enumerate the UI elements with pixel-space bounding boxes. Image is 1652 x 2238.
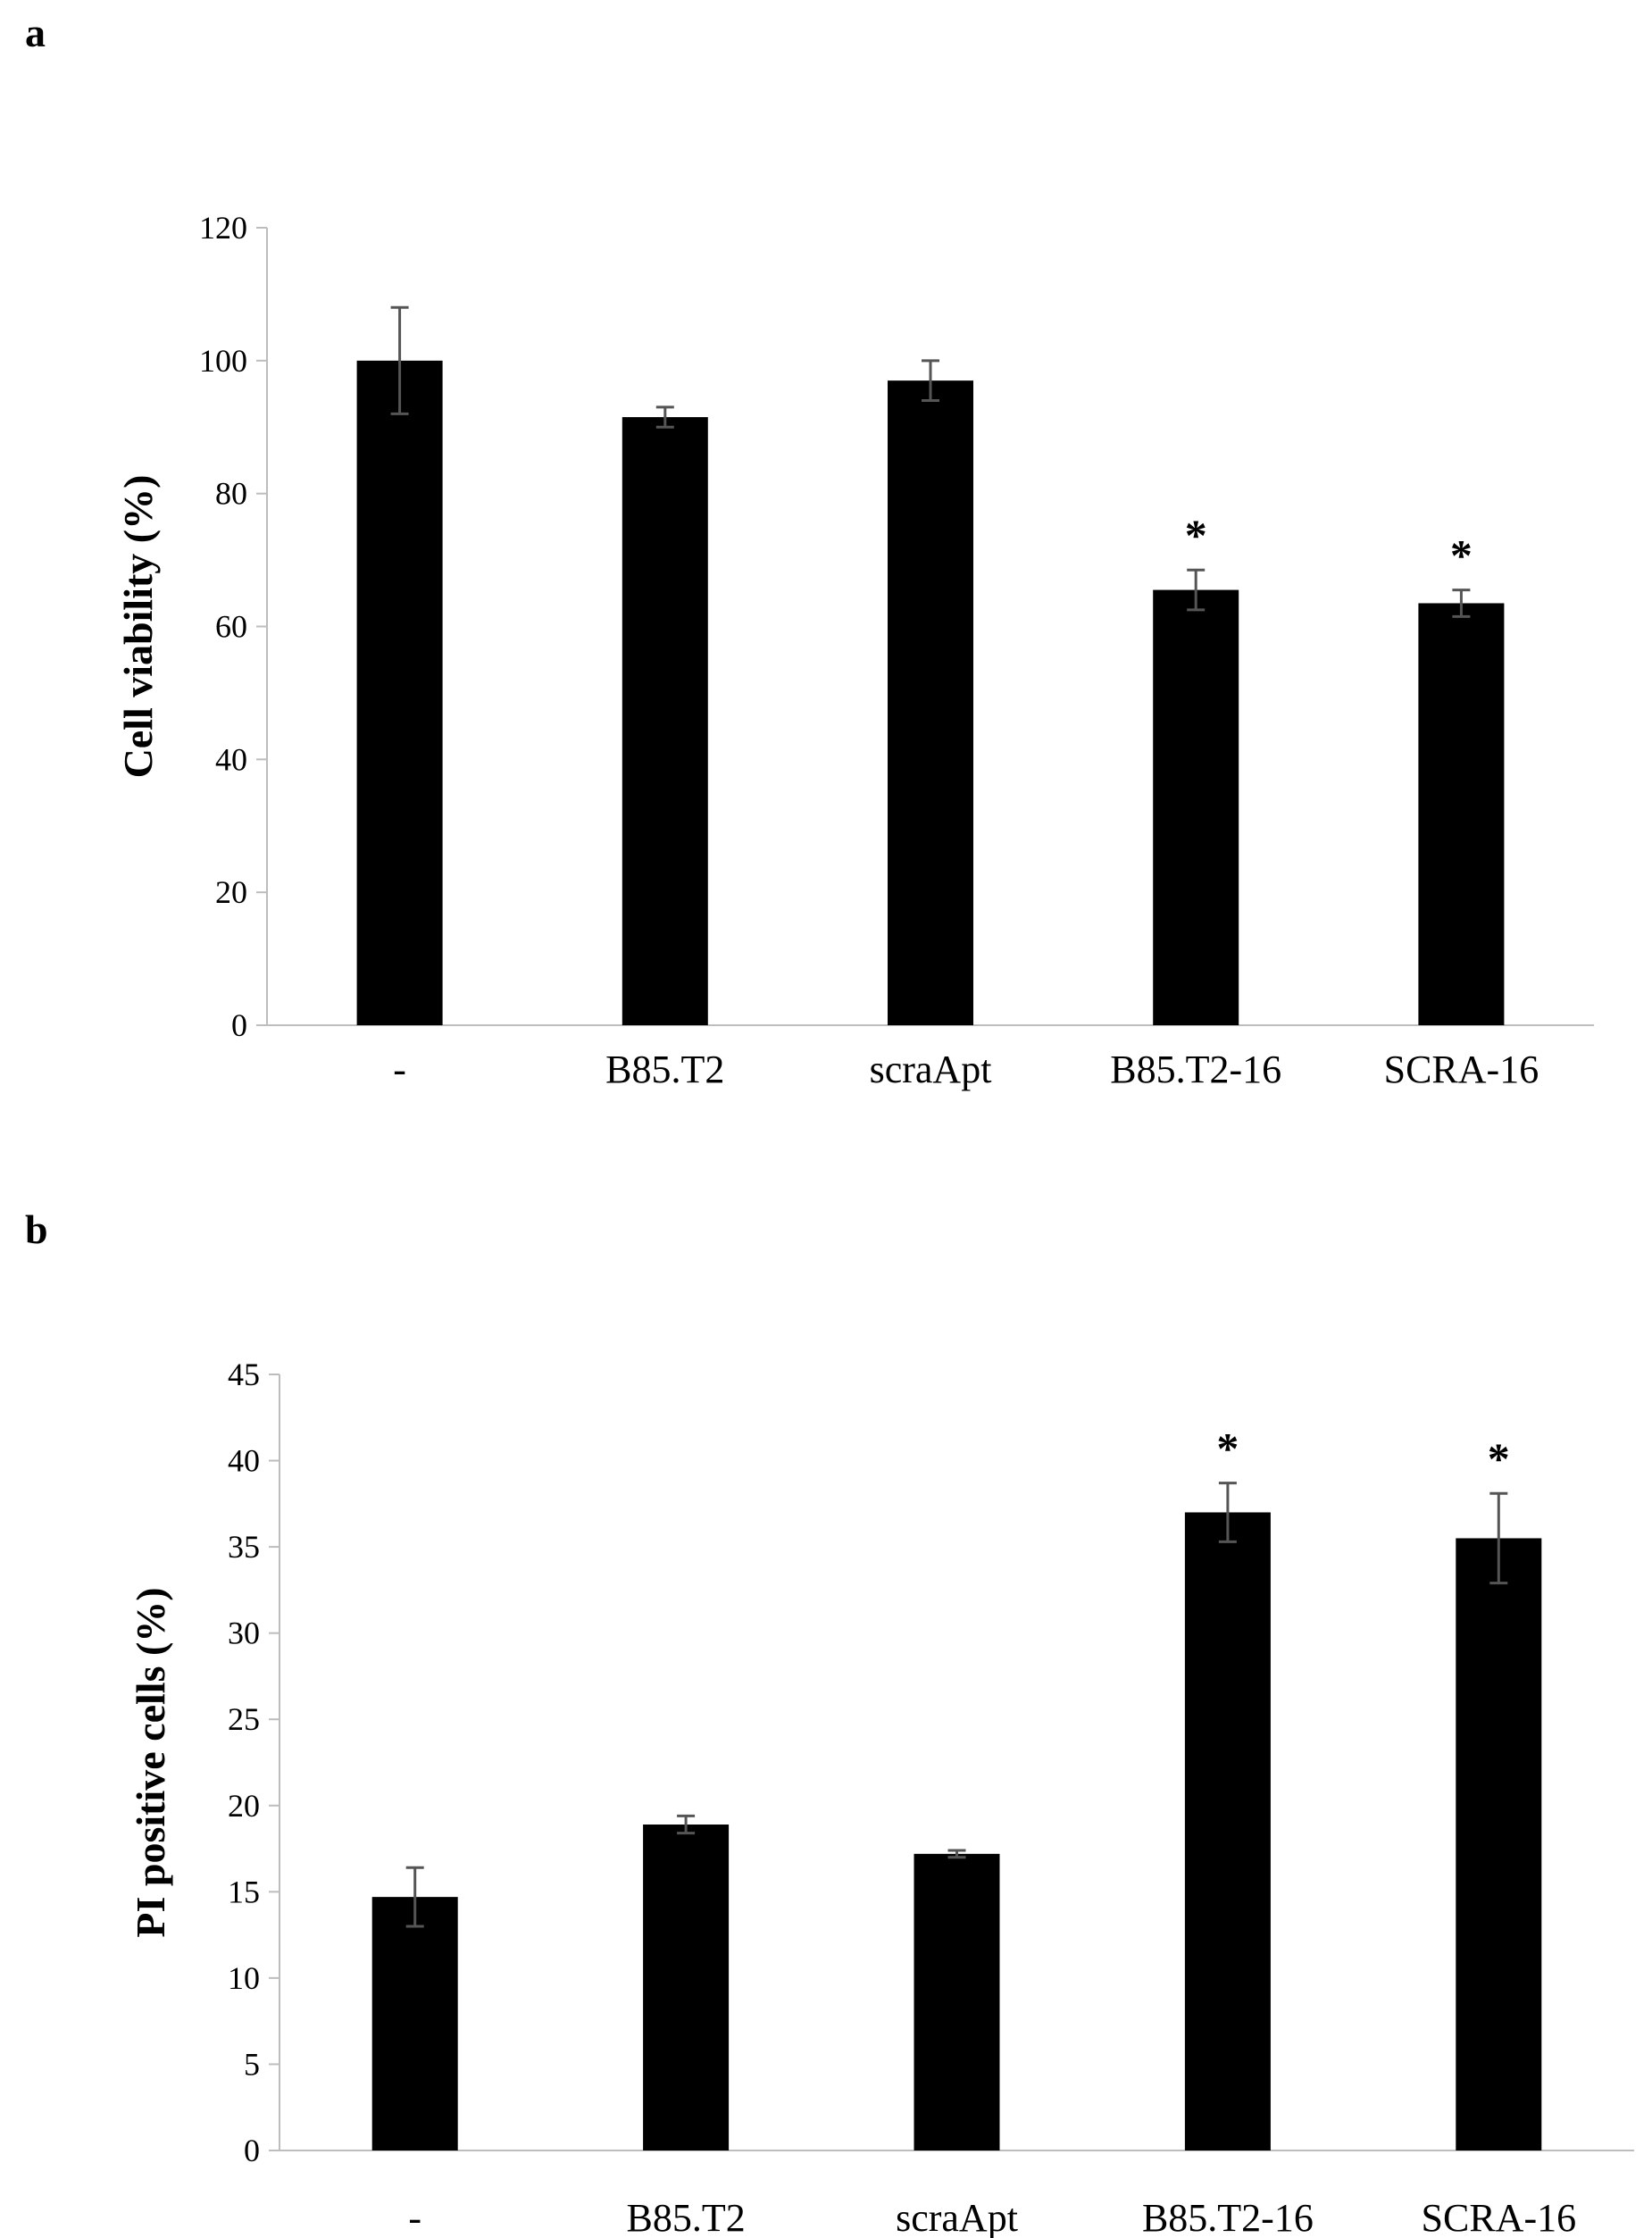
x-tick-label-3: B85.T2-16 bbox=[1110, 1048, 1281, 1091]
y-tick-label: 25 bbox=[228, 1701, 260, 1737]
bar-1 bbox=[643, 1825, 730, 2150]
y-tick-label: 20 bbox=[215, 874, 247, 910]
significance-marker-4: * bbox=[1488, 1433, 1510, 1483]
x-tick-label-1: B85.T2 bbox=[605, 1048, 724, 1091]
y-tick-label: 0 bbox=[244, 2133, 260, 2168]
bar-4 bbox=[1456, 1538, 1542, 2150]
y-tick-label: 60 bbox=[215, 609, 247, 645]
y-tick-label: 15 bbox=[228, 1874, 260, 1909]
x-tick-label-1: B85.T2 bbox=[626, 2196, 745, 2238]
y-tick-label: 80 bbox=[215, 476, 247, 512]
bar-1 bbox=[622, 417, 708, 1025]
bar-3 bbox=[1153, 589, 1239, 1025]
y-tick-label: 120 bbox=[199, 210, 247, 246]
x-tick-label-2: scraApt bbox=[870, 1048, 992, 1091]
significance-marker-3: * bbox=[1216, 1424, 1239, 1474]
bar-0 bbox=[356, 360, 443, 1025]
x-tick-label-4: SCRA-16 bbox=[1384, 1048, 1539, 1091]
y-axis-label: Cell viability (%) bbox=[115, 475, 161, 779]
bar-0 bbox=[371, 1897, 458, 2150]
bar-2 bbox=[914, 1853, 1000, 2150]
y-tick-label: 0 bbox=[231, 1007, 247, 1043]
x-tick-label-2: scraApt bbox=[896, 2196, 1018, 2238]
y-tick-label: 5 bbox=[244, 2046, 260, 2082]
chart-b: 0 5 10 15 20 25 30 35 40 45 PI positive cells (%) -… bbox=[128, 1357, 1634, 2238]
panel-label-b: b bbox=[25, 1207, 48, 1252]
y-tick-label: 40 bbox=[215, 741, 247, 777]
y-tick-label: 30 bbox=[228, 1616, 260, 1651]
y-tick-label: 100 bbox=[199, 343, 247, 379]
x-tick-label-3: B85.T2-16 bbox=[1142, 2196, 1314, 2238]
chart-a: 0 20 40 60 80 100 120 Cell viability (%) - B85.T2… bbox=[115, 210, 1594, 1091]
bar-4 bbox=[1418, 603, 1505, 1025]
x-tick-label-0: - bbox=[408, 2196, 421, 2238]
x-tick-label-4: SCRA-16 bbox=[1422, 2196, 1577, 2238]
bar-3 bbox=[1184, 1512, 1271, 2150]
y-tick-label: 10 bbox=[228, 1960, 260, 1996]
significance-marker-3: * bbox=[1185, 510, 1207, 560]
y-tick-label: 40 bbox=[228, 1443, 260, 1479]
y-tick-label: 20 bbox=[228, 1788, 260, 1824]
panel-label-a: a bbox=[25, 10, 46, 55]
y-tick-label: 45 bbox=[228, 1357, 260, 1392]
y-tick-label: 35 bbox=[228, 1529, 260, 1565]
bar-2 bbox=[888, 380, 973, 1025]
panel-b: b 0 5 10 15 20 25 30 35 40 45 PI positive cells (%… bbox=[0, 1161, 1652, 2238]
panel-a: a 0 20 40 60 80 100 120 Cell viability (%) - B85.… bbox=[25, 10, 1594, 1091]
significance-marker-4: * bbox=[1450, 530, 1473, 580]
x-tick-label-0: - bbox=[393, 1048, 406, 1091]
y-axis-label: PI positive cells (%) bbox=[128, 1587, 173, 1937]
